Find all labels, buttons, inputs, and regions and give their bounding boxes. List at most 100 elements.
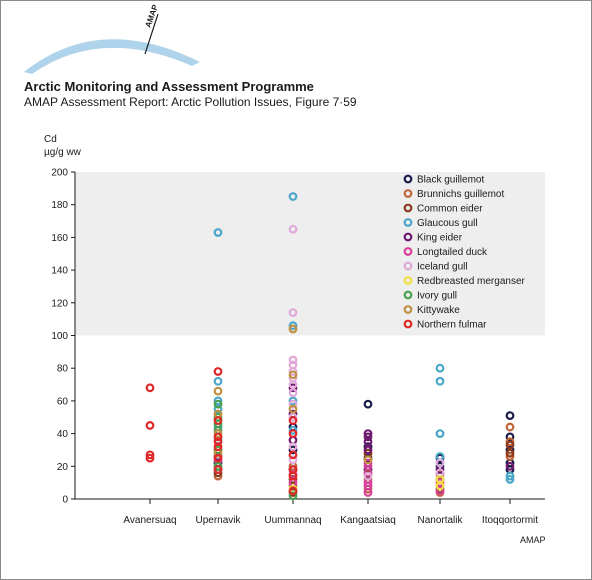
legend-label-redbreasted-merganser: Redbreasted merganser xyxy=(417,276,526,287)
point-iceland-gull xyxy=(288,412,298,422)
point-king-eider xyxy=(288,383,298,393)
y-tick-label: 120 xyxy=(51,298,68,309)
point-kittywake xyxy=(288,370,298,380)
point-glaucous-gull xyxy=(435,376,445,386)
point-glaucous-gull xyxy=(505,471,515,481)
y-tick-label: 40 xyxy=(57,429,69,440)
y-tick-label: 200 xyxy=(51,168,68,179)
legend-marker-brunnichs-guillemot xyxy=(403,189,413,198)
legend-marker-ivory-gull xyxy=(403,290,413,300)
org-title: Arctic Monitoring and Assessment Program… xyxy=(24,79,314,94)
point-king-eider xyxy=(363,432,373,442)
legend-label-black-guillemot: Black guillemot xyxy=(417,175,484,186)
legend-label-common-eider: Common eider xyxy=(417,204,483,215)
point-northern-fulmar xyxy=(145,453,155,463)
point-king-eider xyxy=(505,461,515,471)
legend-marker-glaucous-gull xyxy=(403,218,413,227)
point-kittywake xyxy=(213,386,223,396)
point-northern-fulmar xyxy=(145,421,155,430)
legend-label-ivory-gull: Ivory gull xyxy=(417,291,457,302)
legend-marker-northern-fulmar xyxy=(403,319,413,329)
point-northern-fulmar xyxy=(288,471,298,481)
point-iceland-gull xyxy=(288,442,298,452)
point-glaucous-gull xyxy=(213,376,223,386)
legend-marker-common-eider xyxy=(403,203,413,213)
legend-marker-kittywake xyxy=(403,305,413,314)
point-ivory-gull xyxy=(213,399,223,409)
y-tick-label: 100 xyxy=(51,331,68,342)
point-brunnichs-guillemot xyxy=(505,452,515,461)
point-kittywake xyxy=(288,404,298,414)
point-northern-fulmar xyxy=(288,486,298,496)
legend-label-longtailed-duck: Longtailed duck xyxy=(417,247,488,258)
point-iceland-gull xyxy=(363,471,373,481)
highlight-band xyxy=(75,172,545,336)
point-black-guillemot xyxy=(288,445,298,455)
legend-label-king-eider: King eider xyxy=(417,233,463,244)
x-tick-label-upernavik: Upernavik xyxy=(195,515,241,526)
point-glaucous-gull xyxy=(288,321,298,331)
point-glaucous-gull xyxy=(288,396,298,406)
amap-logo: AMAP xyxy=(24,3,200,74)
legend-label-glaucous-gull: Glaucous gull xyxy=(417,218,478,229)
point-ivory-gull xyxy=(288,491,298,501)
point-black-guillemot xyxy=(363,399,373,409)
y-axis-label-line1: Cd xyxy=(44,134,57,145)
report-title: AMAP Assessment Report: Arctic Pollution… xyxy=(24,95,357,109)
y-tick-label: 140 xyxy=(51,266,68,277)
point-king-eider xyxy=(363,445,373,455)
point-common-eider xyxy=(505,448,515,458)
point-ivory-gull xyxy=(213,461,223,471)
point-iceland-gull xyxy=(288,355,298,365)
point-northern-fulmar xyxy=(213,367,223,376)
point-northern-fulmar xyxy=(213,437,223,447)
x-tick-label-nanortalik: Nanortalik xyxy=(417,515,463,526)
point-common-eider xyxy=(288,474,298,484)
point-iceland-gull xyxy=(288,388,298,398)
x-tick-label-uummannaq: Uummannaq xyxy=(264,515,321,526)
legend-label-iceland-gull: Iceland gull xyxy=(417,262,468,273)
x-tick-label-avanersuaq: Avanersuaq xyxy=(123,515,176,526)
point-brunnichs-guillemot xyxy=(505,422,515,432)
point-glaucous-gull xyxy=(213,404,223,414)
point-northern-fulmar xyxy=(288,450,298,460)
point-iceland-gull xyxy=(288,380,298,389)
point-kittywake xyxy=(213,429,223,439)
point-iceland-gull xyxy=(288,308,298,318)
y-tick-label: 0 xyxy=(62,495,68,506)
legend-marker-iceland-gull xyxy=(403,261,413,271)
point-kittywake xyxy=(288,324,298,334)
point-northern-fulmar xyxy=(145,450,155,460)
point-black-guillemot xyxy=(505,411,515,421)
legend-label-northern-fulmar: Northern fulmar xyxy=(417,320,487,331)
point-brunnichs-guillemot xyxy=(505,437,515,447)
point-northern-fulmar xyxy=(288,429,298,439)
point-black-guillemot xyxy=(505,432,515,442)
point-northern-fulmar xyxy=(213,453,223,463)
point-redbreasted-merganser xyxy=(435,481,445,491)
point-northern-fulmar xyxy=(213,465,223,474)
point-northern-fulmar xyxy=(213,432,223,442)
point-longtailed-duck xyxy=(435,478,445,488)
amap-credit: AMAP xyxy=(520,535,546,545)
point-northern-fulmar xyxy=(288,416,298,425)
point-glaucous-gull xyxy=(288,192,298,201)
point-kittywake xyxy=(363,455,373,465)
legend-marker-longtailed-duck xyxy=(403,247,413,256)
x-tick-label-itoqqortormit: Itoqqortormit xyxy=(482,515,538,526)
point-glaucous-gull xyxy=(435,363,445,373)
y-tick-label: 160 xyxy=(51,233,68,244)
y-tick-label: 60 xyxy=(57,396,69,407)
legend-label-brunnichs-guillemot: Brunnichs guillemot xyxy=(417,189,504,200)
point-glaucous-gull xyxy=(505,474,515,484)
point-iceland-gull xyxy=(288,399,298,409)
point-northern-fulmar xyxy=(145,383,155,393)
legend-marker-redbreasted-merganser xyxy=(403,276,413,285)
y-tick-label: 180 xyxy=(51,200,68,211)
y-tick-label: 20 xyxy=(57,462,69,473)
y-tick-label: 80 xyxy=(57,364,69,375)
point-iceland-gull xyxy=(288,224,298,234)
point-king-eider xyxy=(363,429,373,439)
point-common-eider xyxy=(505,440,515,450)
